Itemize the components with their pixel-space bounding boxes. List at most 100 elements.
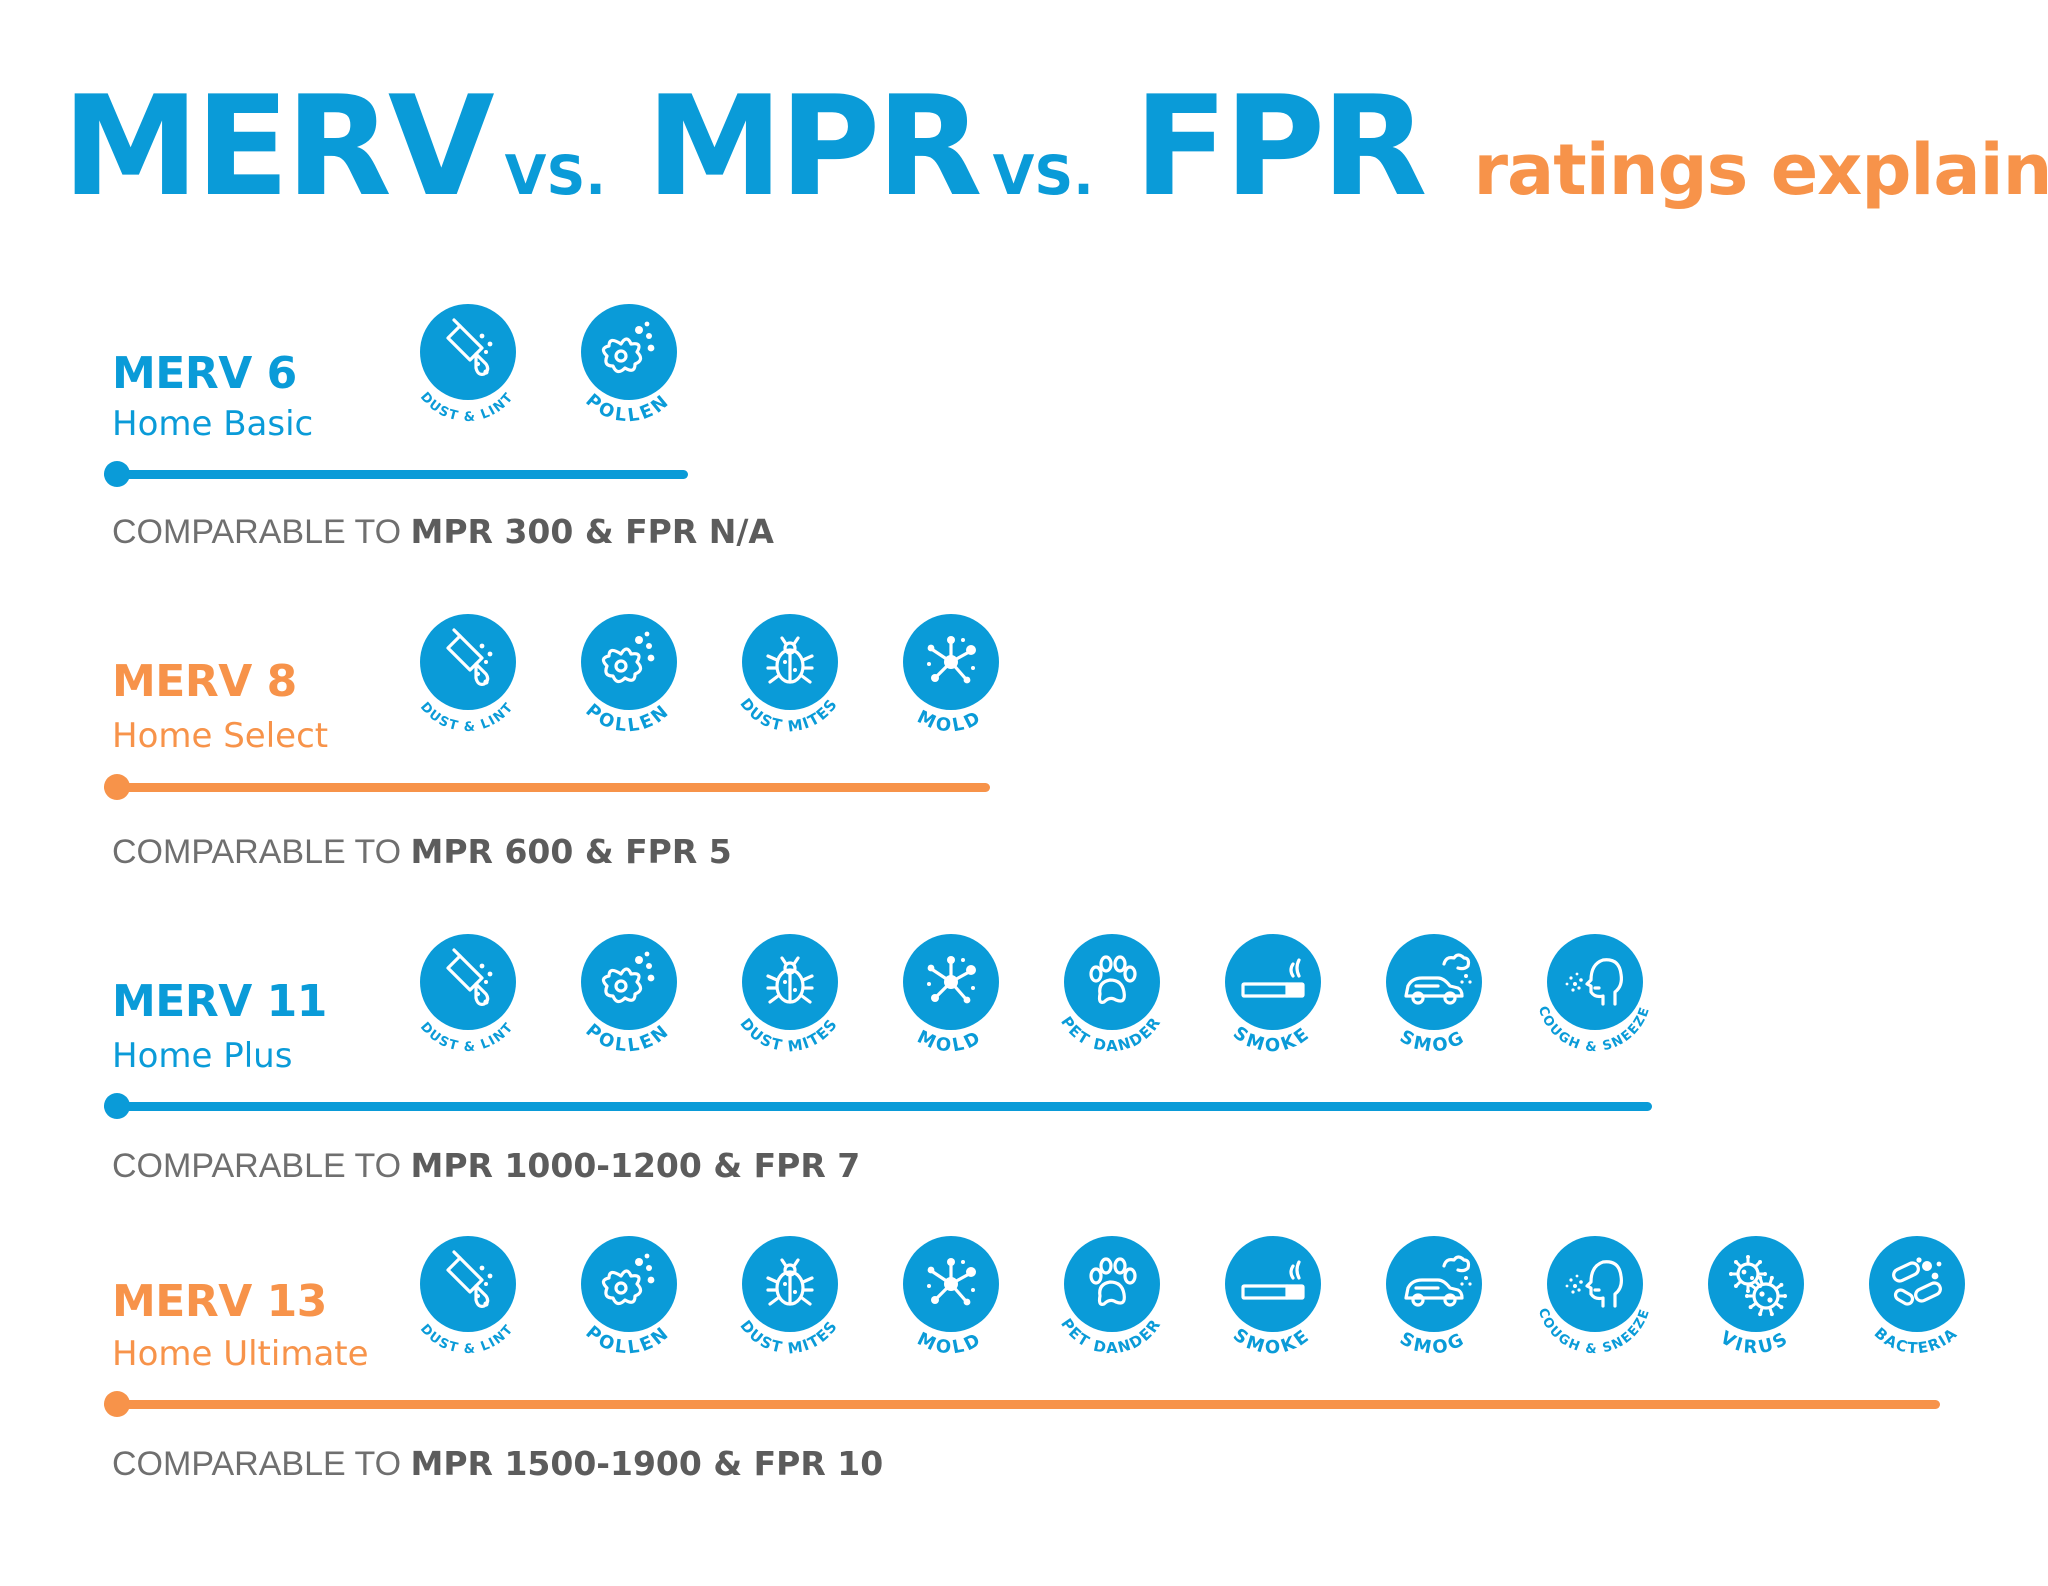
pollen-icon [581,304,677,400]
comparable-prefix: COMPARABLE TO [112,1147,411,1185]
icon-label: BACTERIA [1871,1324,1961,1357]
tier-merv-8: MERV 8 Home Select DUST & LINT POLLEN DUST… [0,612,2048,872]
icon-label: PET DANDER [1057,1315,1165,1357]
tier-line [104,1400,1940,1409]
contaminant-item: PET DANDER [1036,934,1186,1084]
tier-line [104,470,688,479]
contaminant-item: MOLD [875,614,1025,764]
contaminant-item: PET DANDER [1036,1236,1186,1386]
icon-label: POLLEN [582,700,675,737]
icon-label-text: BACTERIA [1871,1324,1961,1357]
icon-label: PET DANDER [1057,1013,1165,1055]
icon-label: MOLD [914,706,986,736]
icon-label: POLLEN [582,1322,672,1359]
dust-lint-icon [420,304,516,400]
icon-label: SMOKE [1229,1022,1315,1056]
contaminant-item: POLLEN [553,934,703,1084]
icon-label-text: SMOG [1396,1328,1469,1359]
dust-mites-icon [742,934,838,1030]
icon-label: DUST & LINT [417,390,516,426]
title-subtitle: ratings explained [1473,129,2048,211]
icon-label-text: PET DANDER [1057,1013,1165,1055]
icon-label: MOLD [914,1328,986,1358]
tier-line [104,1102,1652,1111]
contaminant-item: DUST MITES [714,614,864,764]
icon-label-text: DUST MITES [736,1317,841,1358]
icon-label-text: PET DANDER [1057,1315,1165,1357]
tier-name: MERV 6 [112,348,297,399]
contaminant-item: SMOG [1358,1236,1508,1386]
tier-name: MERV 13 [112,1276,327,1327]
contaminant-item: DUST MITES [714,1236,864,1386]
title-vs-2: VS. [992,144,1094,207]
smog-icon [1386,1236,1482,1332]
icon-label: POLLEN [582,390,672,427]
mold-icon [903,934,999,1030]
tier-line-start-dot [104,1391,130,1417]
title-mpr: MPR [645,66,983,227]
icon-label-text: DUST & LINT [417,1322,517,1358]
contaminant-item: DUST & LINT [392,1236,542,1386]
icon-label-text: COUGH & SNEEZE [1535,1306,1654,1357]
pollen-icon [581,934,677,1030]
contaminant-item: COUGH & SNEEZE [1519,934,1669,1084]
icon-label: MOLD [914,1026,986,1056]
contaminant-item: DUST & LINT [392,934,542,1084]
smoke-icon [1225,934,1321,1030]
icon-label: DUST MITES [736,1317,841,1358]
pollen-icon [581,1236,677,1332]
icon-label: COUGH & SNEEZE [1535,1306,1654,1357]
cough-sneeze-icon [1547,934,1643,1030]
contaminant-item: MOLD [875,934,1025,1084]
dust-lint-icon [420,614,516,710]
virus-icon [1708,1236,1804,1332]
icon-label-text: DUST MITES [736,1015,841,1056]
icon-label: DUST & LINT [417,1020,517,1056]
icon-label: DUST & LINT [417,700,517,736]
tier-name: MERV 11 [112,976,327,1027]
icon-label-text: MOLD [914,706,986,736]
icon-label-text: MOLD [914,1026,986,1056]
tier-label: Home Basic [112,404,314,444]
comparable-value: MPR 1500-1900 & FPR 10 [410,1444,884,1483]
contaminant-item: BACTERIA [1841,1236,1991,1386]
icon-label-text: SMOKE [1229,1022,1315,1056]
icon-label-text: POLLEN [582,700,675,737]
icon-label: COUGH & SNEEZE [1535,1004,1654,1055]
tier-comparable: COMPARABLE TO MPR 1000-1200 & FPR 7 [112,1146,860,1186]
tier-line [104,783,990,792]
icon-label: DUST MITES [736,1015,841,1056]
icon-label-text: DUST & LINT [417,1020,517,1056]
icon-label-text: DUST & LINT [417,700,517,736]
icon-label: POLLEN [582,1020,672,1057]
contaminant-item: DUST MITES [714,934,864,1084]
icon-label-text: COUGH & SNEEZE [1535,1004,1654,1055]
contaminant-item: DUST & LINT [392,614,542,764]
title-merv: MERV [62,66,495,227]
contaminant-item: VIRUS [1680,1236,1830,1386]
dust-mites-icon [742,1236,838,1332]
contaminant-item: SMOKE [1197,1236,1347,1386]
bacteria-icon [1869,1236,1965,1332]
title-vs-1: VS. [504,144,606,207]
tier-label: Home Plus [112,1036,293,1076]
contaminant-item: POLLEN [553,304,703,454]
dust-mites-icon [742,614,838,710]
comparable-value: MPR 300 & FPR N/A [410,512,774,551]
tier-comparable: COMPARABLE TO MPR 600 & FPR 5 [112,832,732,872]
pet-dander-icon [1064,1236,1160,1332]
icon-label-text: SMOG [1396,1026,1469,1057]
pet-dander-icon [1064,934,1160,1030]
dust-lint-icon [420,934,516,1030]
comparable-prefix: COMPARABLE TO [112,1445,411,1483]
tier-line-start-dot [104,461,130,487]
tier-merv-11: MERV 11 Home Plus DUST & LINT POLLEN DUST … [0,930,2048,1190]
icon-label: VIRUS [1716,1327,1790,1358]
tier-name: MERV 8 [112,656,297,707]
tier-label: Home Ultimate [112,1334,369,1374]
icon-label: SMOG [1396,1328,1469,1359]
tier-line-start-dot [104,774,130,800]
icon-label-text: MOLD [914,1328,986,1358]
contaminant-item: SMOG [1358,934,1508,1084]
